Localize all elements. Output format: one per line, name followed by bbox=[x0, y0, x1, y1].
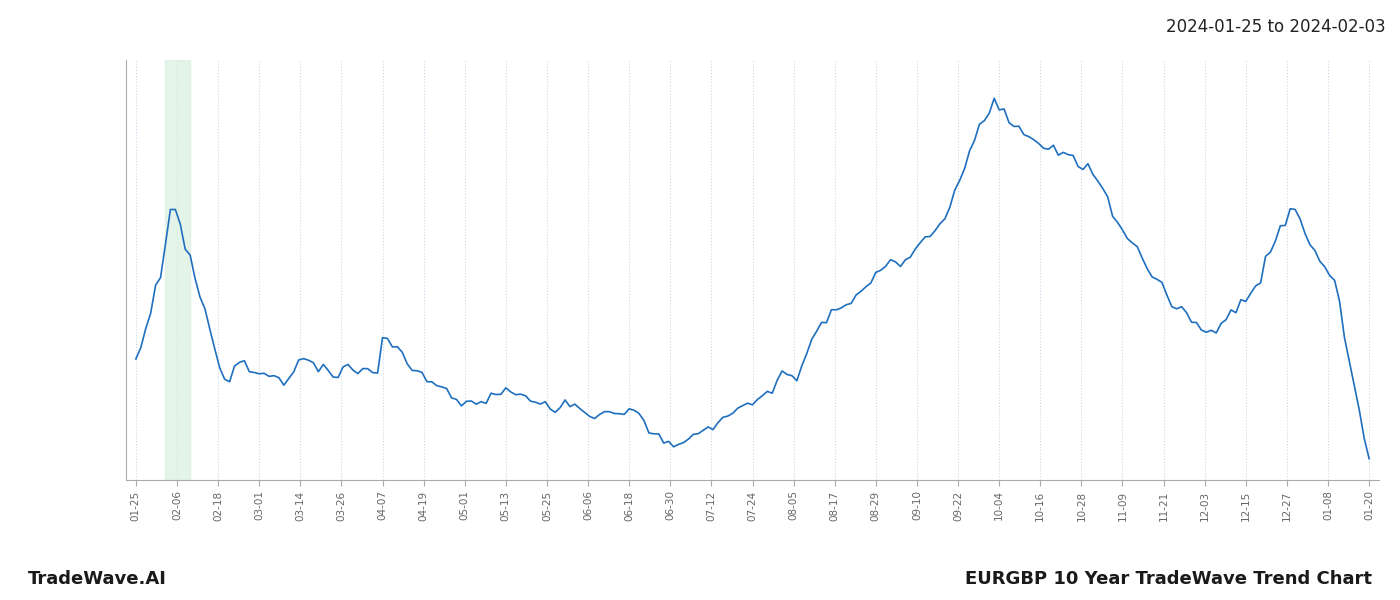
Bar bbox=[165, 60, 190, 480]
Text: EURGBP 10 Year TradeWave Trend Chart: EURGBP 10 Year TradeWave Trend Chart bbox=[965, 570, 1372, 588]
Text: TradeWave.AI: TradeWave.AI bbox=[28, 570, 167, 588]
Text: 2024-01-25 to 2024-02-03: 2024-01-25 to 2024-02-03 bbox=[1166, 18, 1386, 36]
